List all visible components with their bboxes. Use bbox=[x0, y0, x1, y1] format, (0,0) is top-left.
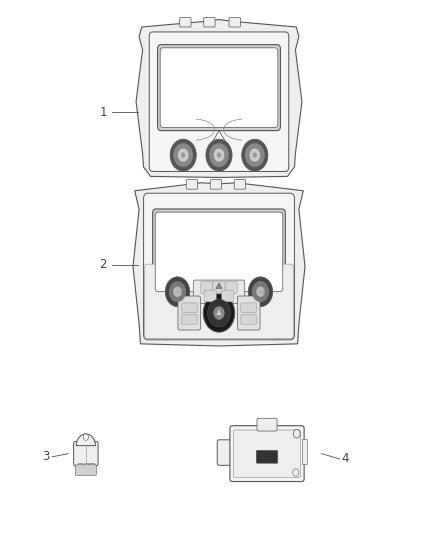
Circle shape bbox=[206, 139, 232, 171]
Bar bbox=[78, 463, 82, 473]
Circle shape bbox=[209, 143, 229, 167]
Circle shape bbox=[173, 286, 182, 297]
Text: 1: 1 bbox=[99, 106, 107, 119]
Circle shape bbox=[249, 148, 261, 162]
Polygon shape bbox=[133, 183, 305, 346]
Circle shape bbox=[173, 143, 193, 167]
FancyBboxPatch shape bbox=[217, 440, 235, 465]
FancyBboxPatch shape bbox=[193, 280, 245, 303]
Bar bbox=[302, 439, 307, 464]
Polygon shape bbox=[136, 20, 302, 177]
FancyBboxPatch shape bbox=[74, 441, 98, 466]
Circle shape bbox=[165, 277, 190, 306]
FancyBboxPatch shape bbox=[181, 314, 197, 324]
FancyBboxPatch shape bbox=[149, 32, 289, 172]
Bar bbox=[89, 463, 94, 473]
FancyBboxPatch shape bbox=[160, 48, 278, 127]
Text: 3: 3 bbox=[42, 450, 49, 463]
FancyBboxPatch shape bbox=[204, 18, 215, 27]
FancyBboxPatch shape bbox=[186, 180, 198, 189]
Circle shape bbox=[181, 152, 185, 158]
Text: 2: 2 bbox=[99, 259, 107, 271]
FancyBboxPatch shape bbox=[230, 426, 304, 481]
Circle shape bbox=[248, 277, 273, 306]
Circle shape bbox=[253, 152, 257, 158]
FancyBboxPatch shape bbox=[178, 296, 201, 330]
Text: 4: 4 bbox=[342, 453, 350, 465]
FancyBboxPatch shape bbox=[229, 18, 240, 27]
FancyBboxPatch shape bbox=[152, 209, 286, 295]
FancyBboxPatch shape bbox=[180, 18, 191, 27]
FancyBboxPatch shape bbox=[234, 180, 246, 189]
FancyBboxPatch shape bbox=[144, 193, 294, 340]
FancyBboxPatch shape bbox=[256, 450, 278, 463]
Polygon shape bbox=[216, 309, 222, 315]
FancyBboxPatch shape bbox=[237, 296, 260, 330]
FancyBboxPatch shape bbox=[145, 264, 293, 338]
FancyBboxPatch shape bbox=[225, 281, 237, 293]
FancyBboxPatch shape bbox=[181, 303, 197, 312]
Circle shape bbox=[293, 430, 300, 438]
FancyBboxPatch shape bbox=[233, 430, 300, 477]
Polygon shape bbox=[212, 131, 226, 143]
Wedge shape bbox=[76, 434, 95, 446]
FancyBboxPatch shape bbox=[204, 290, 216, 302]
Circle shape bbox=[214, 306, 224, 319]
Circle shape bbox=[83, 434, 88, 440]
Circle shape bbox=[177, 148, 189, 162]
FancyBboxPatch shape bbox=[201, 281, 213, 293]
FancyBboxPatch shape bbox=[75, 465, 96, 475]
Circle shape bbox=[252, 281, 269, 302]
Circle shape bbox=[245, 143, 265, 167]
Circle shape bbox=[217, 152, 221, 158]
Bar bbox=[84, 463, 88, 473]
FancyBboxPatch shape bbox=[213, 281, 225, 293]
Circle shape bbox=[203, 294, 235, 332]
FancyBboxPatch shape bbox=[155, 212, 283, 292]
Circle shape bbox=[213, 148, 225, 162]
Polygon shape bbox=[216, 282, 222, 288]
Circle shape bbox=[170, 139, 196, 171]
Circle shape bbox=[208, 299, 230, 327]
Circle shape bbox=[242, 139, 268, 171]
FancyBboxPatch shape bbox=[158, 45, 280, 131]
FancyBboxPatch shape bbox=[210, 180, 222, 189]
FancyBboxPatch shape bbox=[241, 314, 257, 324]
Circle shape bbox=[293, 469, 299, 476]
FancyBboxPatch shape bbox=[241, 303, 257, 312]
FancyBboxPatch shape bbox=[257, 418, 277, 431]
Circle shape bbox=[169, 281, 186, 302]
Circle shape bbox=[256, 286, 265, 297]
FancyBboxPatch shape bbox=[222, 290, 234, 302]
